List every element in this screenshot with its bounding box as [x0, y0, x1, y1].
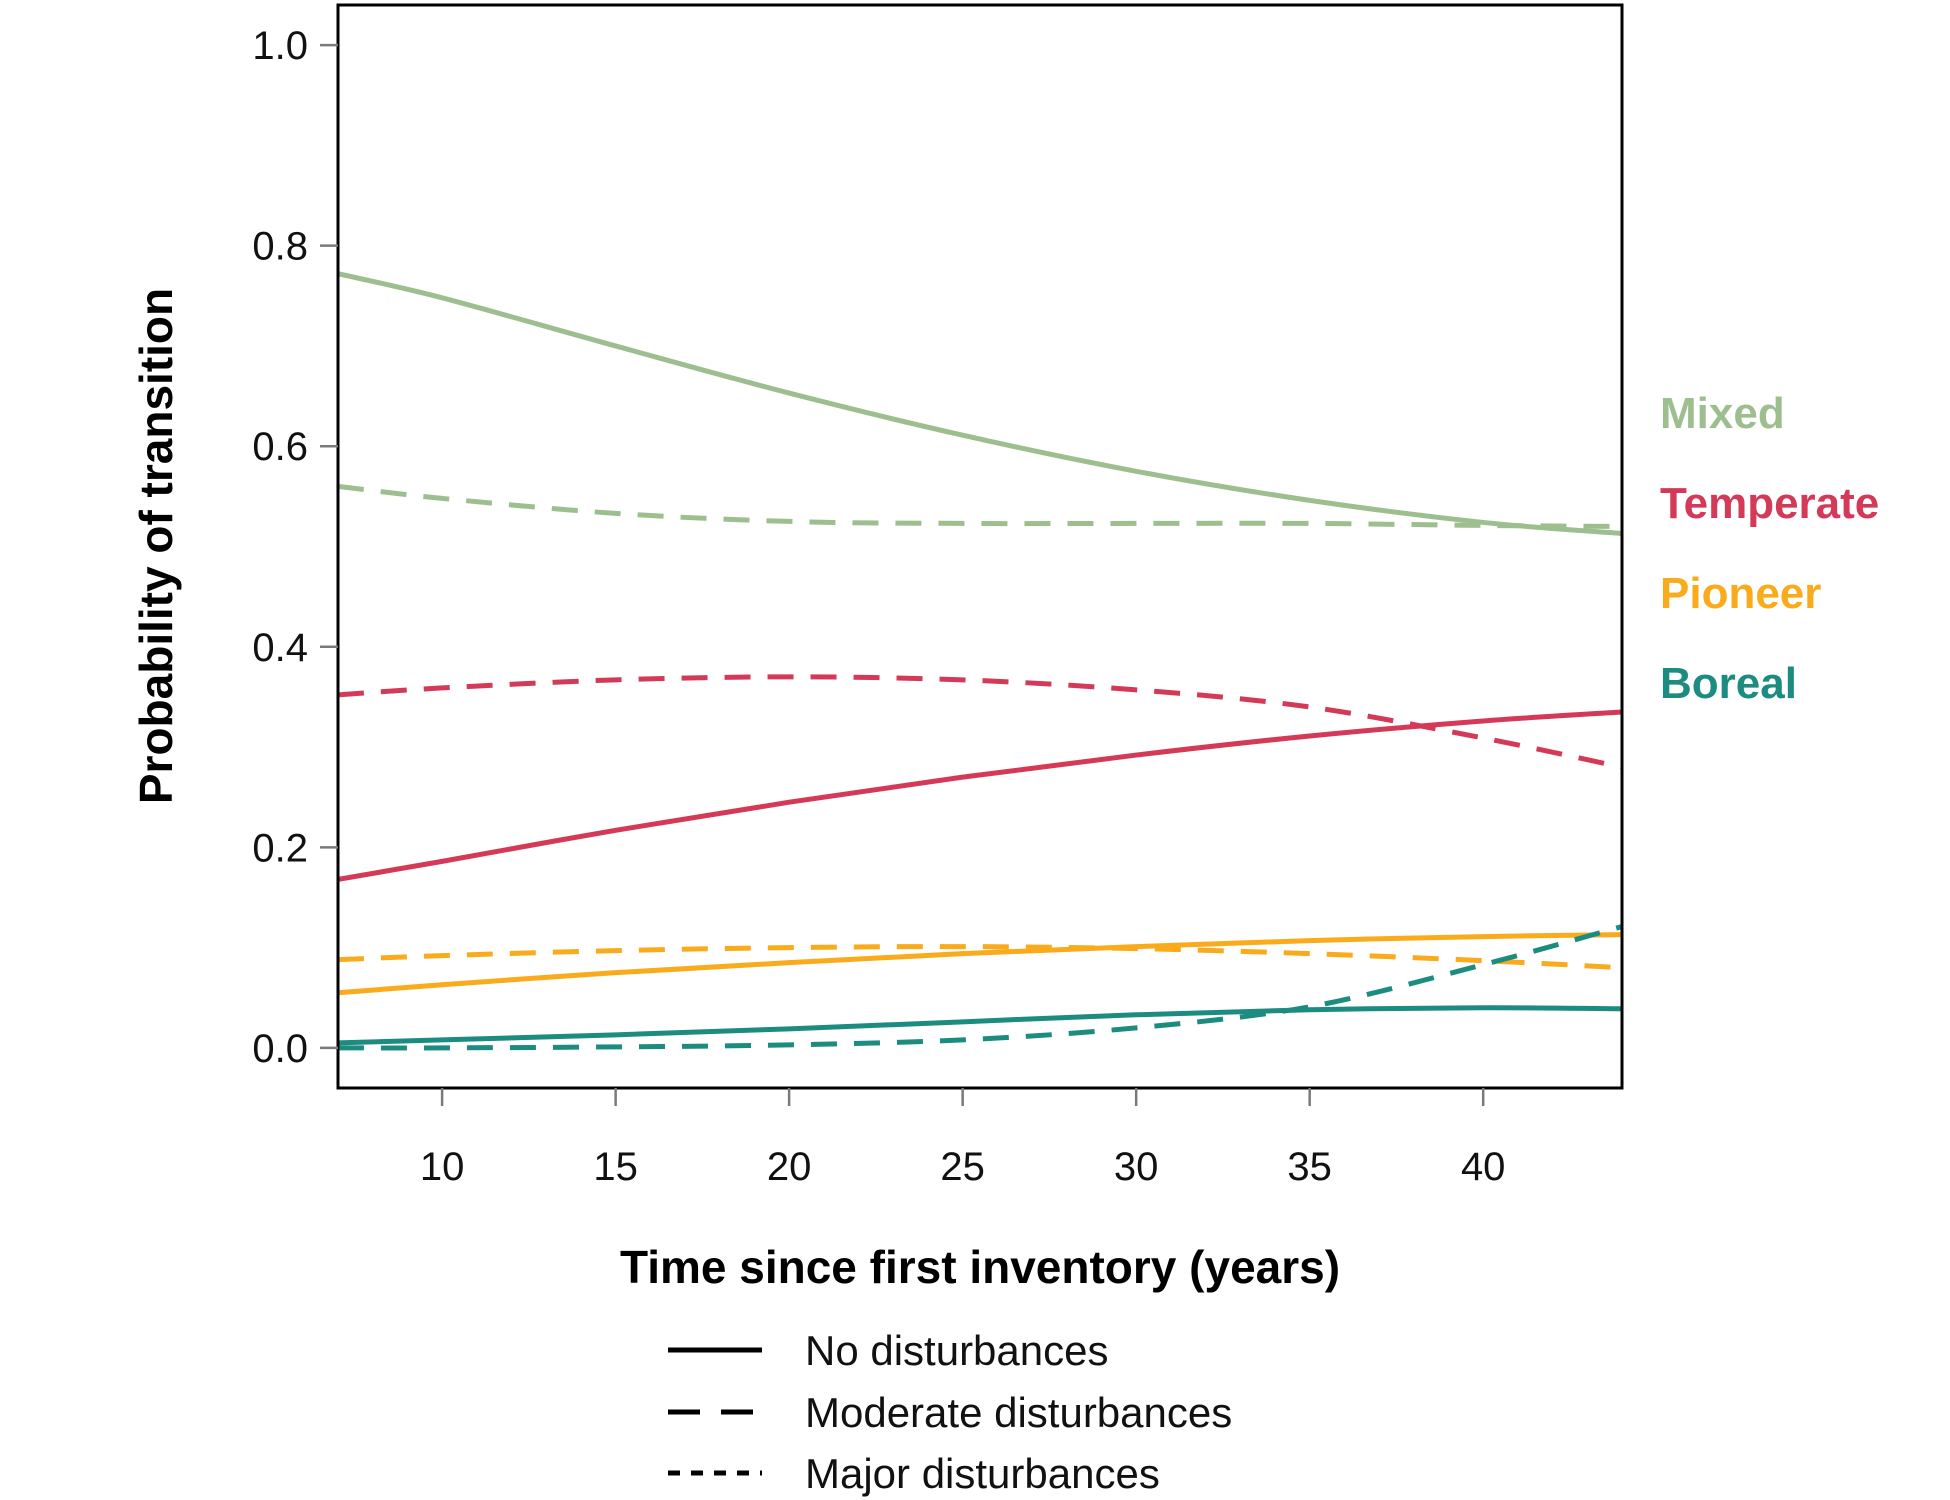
series-line-mixed-solid: [338, 271, 1622, 536]
x-tick-label: 15: [593, 1145, 638, 1189]
x-tick-label: 20: [767, 1145, 812, 1189]
group-label-temperate: Temperate: [1660, 479, 1879, 528]
series-line-temperate-dashed: [338, 674, 1622, 770]
series-line-boreal-dashed: [338, 924, 1622, 1051]
series-line-mixed-dashed: [338, 483, 1622, 529]
y-tick-label: 0.0: [252, 1027, 308, 1071]
y-tick-label: 0.4: [252, 626, 308, 670]
x-tick-label: 25: [940, 1145, 985, 1189]
y-tick-label: 1.0: [252, 24, 308, 68]
group-label-mixed: Mixed: [1660, 389, 1785, 438]
series-line-pioneer-solid: [338, 932, 1622, 996]
legend: No disturbances Moderate disturbances Ma…: [668, 1327, 1232, 1497]
legend-label-major-disturbances: Major disturbances: [805, 1450, 1160, 1497]
x-tick-label: 35: [1287, 1145, 1332, 1189]
series-line-temperate-solid: [338, 709, 1622, 882]
series-layer: [338, 271, 1622, 1051]
legend-label-no-disturbances: No disturbances: [805, 1327, 1109, 1374]
x-tick-label: 40: [1461, 1145, 1506, 1189]
y-tick-label: 0.8: [252, 225, 308, 269]
group-label-pioneer: Pioneer: [1660, 569, 1821, 618]
x-axis-title: Time since first inventory (years): [620, 1241, 1340, 1293]
series-line-boreal-solid: [338, 1005, 1622, 1046]
y-tick-label: 0.2: [252, 826, 308, 870]
y-tick-label: 0.6: [252, 425, 308, 469]
group-labels: Mixed Temperate Pioneer Boreal: [1660, 389, 1879, 708]
group-label-boreal: Boreal: [1660, 659, 1797, 708]
axes-layer: 0.0 0.2 0.4 0.6 0.8 1.0 10 15 20 25 30 35 40: [252, 24, 1505, 1189]
x-tick-label: 10: [420, 1145, 465, 1189]
legend-label-moderate-disturbances: Moderate disturbances: [805, 1389, 1232, 1436]
y-axis-title: Probability of transition: [130, 288, 182, 804]
series-line-pioneer-dashed: [338, 944, 1622, 971]
x-tick-label: 30: [1114, 1145, 1159, 1189]
plot-frame: [336, 3, 1624, 1090]
